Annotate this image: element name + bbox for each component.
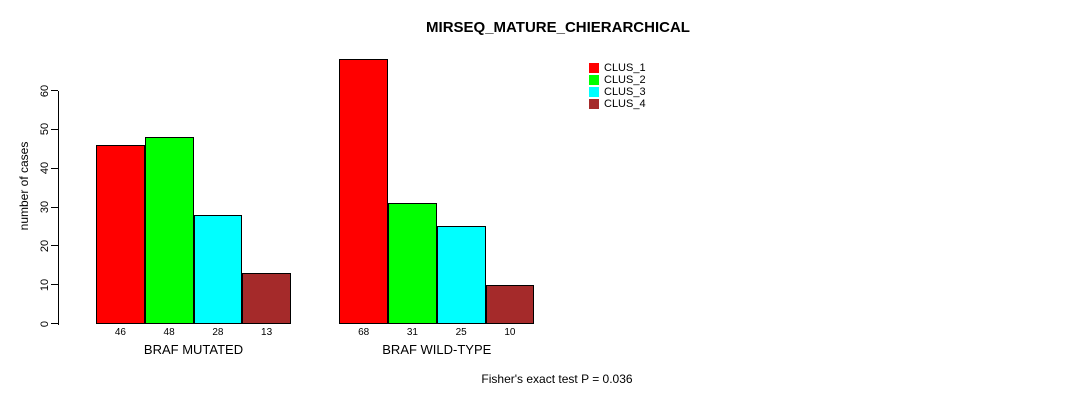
legend-label: CLUS_3 bbox=[604, 86, 646, 98]
y-tick-label: 40 bbox=[39, 162, 51, 175]
legend-row-clus_1: CLUS_1 bbox=[589, 62, 646, 74]
y-axis-label: number of cases bbox=[17, 141, 31, 231]
y-tick bbox=[51, 323, 58, 324]
bar-clus_1-braf-mutated bbox=[96, 144, 145, 324]
chart-title: MIRSEQ_MATURE_CHIERARCHICAL bbox=[426, 19, 690, 36]
y-tick-label: 20 bbox=[39, 239, 51, 252]
y-tick bbox=[51, 206, 58, 208]
bar-value-label: 13 bbox=[261, 327, 273, 338]
y-tick-label: 30 bbox=[39, 200, 51, 214]
legend-swatch-icon bbox=[589, 99, 599, 109]
legend-swatch-icon bbox=[589, 87, 599, 97]
legend-row-clus_4: CLUS_4 bbox=[589, 98, 646, 110]
bar-value-label: 68 bbox=[358, 327, 370, 338]
y-tick bbox=[51, 245, 58, 247]
group-label-braf-mutated: BRAF MUTATED bbox=[143, 342, 244, 357]
y-tick-label: 60 bbox=[39, 84, 51, 97]
y-tick bbox=[51, 90, 58, 91]
y-tick bbox=[51, 128, 58, 130]
legend: CLUS_1 CLUS_2 CLUS_3 CLUS_4 bbox=[589, 62, 646, 110]
legend-swatch-icon bbox=[589, 75, 599, 85]
y-tick bbox=[51, 284, 58, 286]
y-tick-label: 0 bbox=[39, 320, 51, 327]
bar-value-label: 46 bbox=[114, 327, 126, 338]
legend-label: CLUS_1 bbox=[604, 62, 646, 74]
bar-value-label: 10 bbox=[504, 327, 516, 338]
legend-swatch-icon bbox=[589, 63, 599, 73]
y-axis-line bbox=[58, 90, 59, 325]
bar-clus_4-braf-mutated bbox=[242, 273, 292, 324]
bar-value-label: 48 bbox=[163, 327, 175, 338]
y-tick-label: 50 bbox=[39, 123, 51, 136]
bar-value-label: 25 bbox=[455, 327, 467, 338]
legend-label: CLUS_4 bbox=[604, 98, 646, 110]
bar-value-label: 28 bbox=[212, 327, 224, 338]
bar-clus_3-braf-mutated bbox=[193, 214, 243, 324]
legend-row-clus_3: CLUS_3 bbox=[589, 86, 646, 98]
y-tick bbox=[51, 167, 58, 169]
group-label-braf-wild-type: BRAF WILD-TYPE bbox=[382, 342, 492, 357]
y-tick-label: 10 bbox=[39, 278, 51, 291]
bar-clus_1-braf-wild-type bbox=[339, 59, 389, 324]
bar-clus_3-braf-wild-type bbox=[436, 226, 486, 324]
bar-clus_2-braf-mutated bbox=[144, 137, 194, 324]
pvalue-annotation: Fisher's exact test P = 0.036 bbox=[481, 372, 633, 386]
bar-value-label: 31 bbox=[406, 327, 418, 338]
bar-clus_2-braf-wild-type bbox=[388, 203, 437, 324]
legend-row-clus_2: CLUS_2 bbox=[589, 74, 646, 86]
legend-label: CLUS_2 bbox=[604, 74, 646, 86]
bar-clus_4-braf-wild-type bbox=[485, 284, 535, 324]
